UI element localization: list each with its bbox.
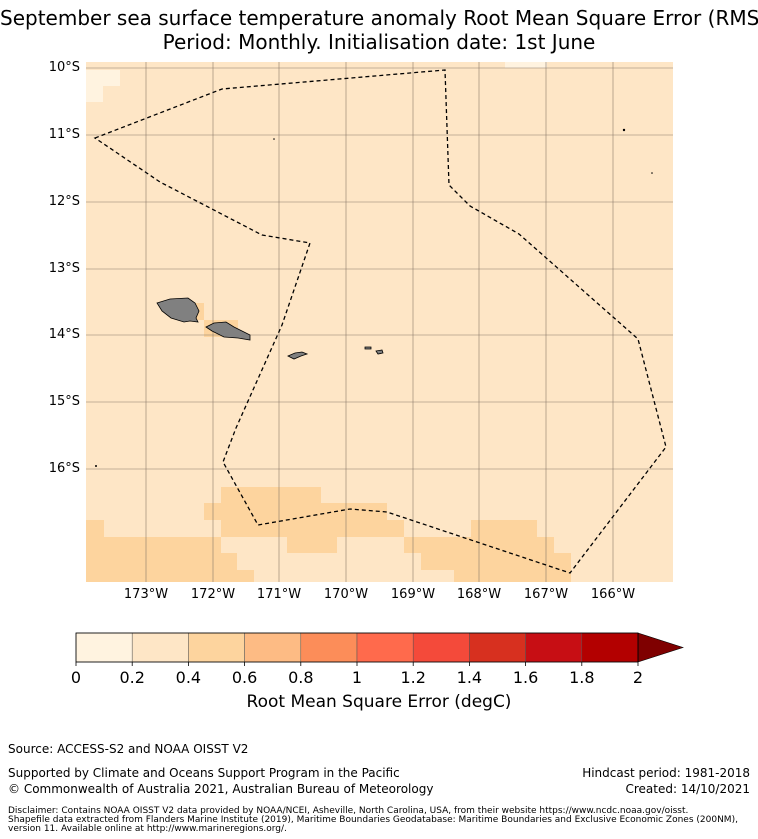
latitude-label: 12°S — [48, 194, 80, 209]
source-text: Source: ACCESS-S2 and NOAA OISST V2 — [8, 742, 249, 756]
colorbar-segment — [581, 632, 639, 663]
colorbar-segment — [244, 632, 302, 663]
latitude-label: 15°S — [48, 394, 80, 409]
latitude-label: 10°S — [48, 60, 80, 75]
low-rmse-cell — [86, 86, 103, 102]
colorbar-segment — [525, 632, 583, 663]
colorbar-tick-label: 1.6 — [512, 668, 539, 687]
colorbar-segment — [300, 632, 358, 663]
latitude-label: 16°S — [48, 461, 80, 476]
colorbar-tick-label: 1 — [351, 668, 363, 687]
support-text: Supported by Climate and Oceans Support … — [8, 766, 400, 780]
gridlines — [86, 62, 673, 582]
savaii-island — [156, 297, 200, 323]
map-subtitle: Period: Monthly. Initialisation date: 1s… — [162, 30, 596, 54]
disclaimer-line-3: version 11. Available online at http://w… — [8, 824, 287, 834]
map-panel — [86, 62, 673, 582]
colorbar-segment — [188, 632, 245, 663]
colorbar-tick-label: 2 — [632, 668, 644, 687]
disclaimer-line-2: Shapefile data extracted from Flanders M… — [8, 815, 738, 825]
colorbar — [75, 632, 684, 666]
map-figure — [75, 62, 684, 666]
colorbar-tick-label: 0.4 — [175, 668, 202, 687]
upolu-island — [205, 321, 251, 341]
manua-island — [375, 349, 384, 355]
map-title: September sea surface temperature anomal… — [0, 6, 758, 30]
longitude-label: 171°W — [256, 587, 302, 602]
islet — [651, 172, 653, 174]
colorbar-tick-label: 1.2 — [400, 668, 426, 687]
colorbar-tick-label: 0.2 — [119, 668, 145, 687]
low-rmse-cell — [505, 62, 547, 68]
latitude-label: 11°S — [48, 127, 80, 142]
longitude-label: 173°W — [123, 587, 169, 602]
hindcast-text: Hindcast period: 1981-2018 — [582, 766, 750, 780]
colorbar-tick-label: 1.4 — [456, 668, 483, 687]
colorbar-tick-label: 1.8 — [569, 668, 595, 687]
disclaimer-line-1: Disclaimer: Contains NOAA OISST V2 data … — [8, 806, 689, 816]
colorbar-segment — [75, 632, 133, 663]
islet — [622, 128, 626, 132]
islet — [273, 138, 275, 140]
longitude-label: 170°W — [323, 587, 369, 602]
colorbar-segment — [356, 632, 414, 663]
copyright-text: © Commonwealth of Australia 2021, Austra… — [8, 782, 434, 796]
islet — [95, 465, 97, 467]
colorbar-segment — [131, 632, 189, 663]
created-text: Created: 14/10/2021 — [625, 782, 750, 796]
longitude-label: 167°W — [523, 587, 569, 602]
low-rmse-cell — [86, 70, 120, 86]
latitude-label: 14°S — [48, 327, 80, 342]
longitude-label: 172°W — [190, 587, 236, 602]
tutuila-island — [287, 351, 309, 360]
colorbar-tick-label: 0 — [70, 668, 82, 687]
colorbar-tick-label: 0.6 — [231, 668, 258, 687]
longitude-label: 169°W — [390, 587, 436, 602]
longitude-label: 168°W — [456, 587, 502, 602]
mid-rmse-region — [86, 520, 254, 582]
longitude-label: 166°W — [590, 587, 636, 602]
colorbar-label: Root Mean Square Error (degC) — [246, 692, 512, 712]
latitude-label: 13°S — [48, 261, 80, 276]
colorbar-segment — [469, 632, 526, 663]
colorbar-extend-arrow — [637, 632, 684, 663]
colorbar-tick-label: 0.8 — [288, 668, 314, 687]
manua-islet — [364, 346, 372, 350]
colorbar-segment — [412, 632, 470, 663]
